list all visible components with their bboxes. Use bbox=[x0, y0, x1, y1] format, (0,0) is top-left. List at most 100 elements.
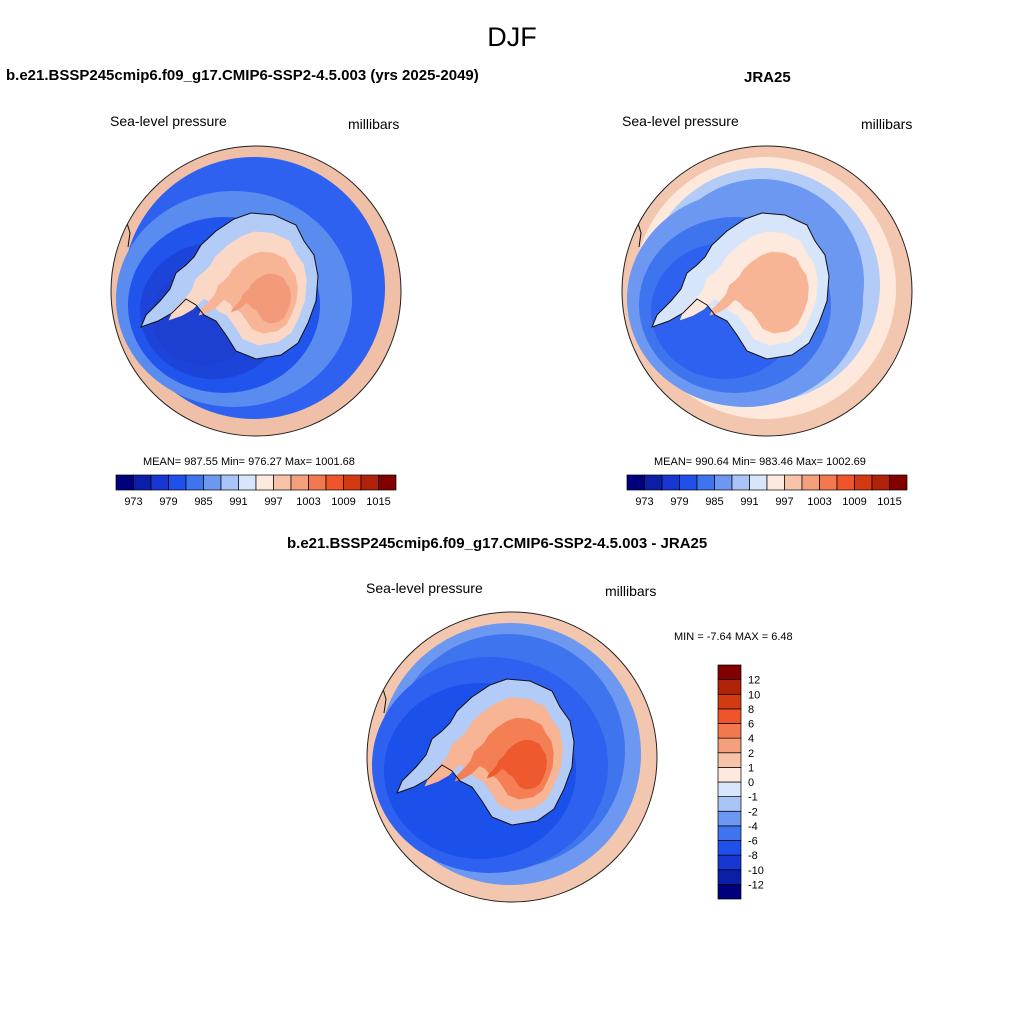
colorbar-swatch bbox=[696, 474, 715, 491]
panel3-title: b.e21.BSSP245cmip6.f09_g17.CMIP6-SSP2-4.… bbox=[287, 535, 708, 552]
colorbar-swatch bbox=[255, 474, 274, 491]
colorbar-swatch bbox=[238, 474, 257, 491]
colorbar-tick-label: 991 bbox=[229, 496, 247, 508]
colorbar-swatch bbox=[819, 474, 838, 491]
colorbar-swatch bbox=[115, 474, 134, 491]
colorbar-tick-label: -12 bbox=[748, 879, 764, 891]
panel3-stats: MIN = -7.64 MAX = 6.48 bbox=[674, 631, 793, 643]
colorbar-swatch bbox=[378, 474, 397, 491]
colorbar-swatch bbox=[836, 474, 855, 491]
colorbar-swatch bbox=[717, 781, 742, 797]
colorbar-tick-label: 997 bbox=[775, 496, 793, 508]
panel3-variable-label: Sea-level pressure bbox=[366, 580, 483, 596]
continent-contour bbox=[230, 273, 291, 324]
colorbar-tick-label: 979 bbox=[159, 496, 177, 508]
colorbar-tick-label: 10 bbox=[748, 689, 760, 701]
colorbar-swatch bbox=[644, 474, 663, 491]
panel1-stats: MEAN= 987.55 Min= 976.27 Max= 1001.68 bbox=[143, 456, 355, 468]
colorbar-swatch bbox=[185, 474, 204, 491]
panel2-stats: MEAN= 990.64 Min= 983.46 Max= 1002.69 bbox=[654, 456, 866, 468]
colorbar-swatch bbox=[784, 474, 803, 491]
panel2-colorbar: 973 979 985 991 997 1003 1009 1015 bbox=[626, 474, 908, 508]
colorbar-swatch bbox=[717, 840, 742, 856]
antarctica-coastline bbox=[396, 678, 575, 826]
panel2-polar-map bbox=[621, 145, 913, 437]
map-border bbox=[110, 145, 402, 437]
colorbar-tick-label: 973 bbox=[124, 496, 142, 508]
colorbar-tick-label: 1003 bbox=[807, 496, 831, 508]
colorbar-swatch bbox=[717, 810, 742, 827]
colorbar-swatch bbox=[308, 474, 327, 491]
colorbar-swatch bbox=[717, 737, 742, 754]
colorbar-swatch bbox=[133, 474, 152, 491]
panel1-title: b.e21.BSSP245cmip6.f09_g17.CMIP6-SSP2-4.… bbox=[6, 67, 479, 84]
colorbar-tick-label: -6 bbox=[748, 836, 758, 848]
colorbar-swatch bbox=[360, 474, 379, 491]
colorbar-swatch bbox=[717, 708, 742, 724]
panel1-variable-label: Sea-level pressure bbox=[110, 113, 227, 129]
colorbar-tick-label: 979 bbox=[670, 496, 688, 508]
colorbar-swatch bbox=[343, 474, 362, 491]
colorbar-tick-label: 1 bbox=[748, 762, 754, 774]
colorbar-swatch bbox=[626, 474, 645, 491]
colorbar-tick-label: -1 bbox=[748, 792, 758, 804]
colorbar-swatch bbox=[731, 474, 750, 491]
colorbar-tick-label: 2 bbox=[748, 748, 754, 760]
panel3-units-label: millibars bbox=[605, 583, 657, 599]
colorbar-tick-label: 1015 bbox=[877, 496, 901, 508]
antarctica-coastline bbox=[651, 212, 830, 360]
colorbar-swatch bbox=[717, 679, 742, 695]
colorbar-swatch bbox=[717, 752, 742, 768]
colorbar-tick-label: 1009 bbox=[331, 496, 355, 508]
colorbar-swatch bbox=[854, 474, 873, 491]
colorbar-tick-label: 1009 bbox=[842, 496, 866, 508]
colorbar-tick-label: -8 bbox=[748, 850, 758, 862]
map-border bbox=[621, 145, 913, 437]
colorbar-swatch bbox=[325, 474, 344, 491]
continent-contour bbox=[486, 739, 547, 790]
colorbar-tick-label: 973 bbox=[635, 496, 653, 508]
colorbar-swatch bbox=[714, 474, 733, 491]
colorbar-swatch bbox=[889, 474, 908, 491]
colorbar-swatch bbox=[717, 723, 742, 739]
colorbar-tick-label: 12 bbox=[748, 675, 760, 687]
colorbar-tick-label: -10 bbox=[748, 865, 764, 877]
panel1-polar-map bbox=[110, 145, 402, 437]
colorbar-swatch bbox=[220, 474, 239, 491]
figure-title: DJF bbox=[487, 22, 537, 52]
continent-contour bbox=[709, 251, 809, 334]
antarctica-coastline bbox=[140, 212, 319, 360]
colorbar-swatch bbox=[168, 474, 187, 491]
colorbar-swatch bbox=[717, 884, 742, 900]
colorbar-tick-label: 8 bbox=[748, 704, 754, 716]
panel1-colorbar: 973 979 985 991 997 1003 1009 1015 bbox=[115, 474, 397, 508]
colorbar-tick-label: -2 bbox=[748, 806, 758, 818]
colorbar-swatch bbox=[717, 869, 742, 885]
panel3-polar-map bbox=[366, 611, 658, 903]
colorbar-tick-label: 0 bbox=[748, 777, 754, 789]
colorbar-swatch bbox=[273, 474, 292, 491]
colorbar-swatch bbox=[203, 474, 222, 491]
colorbar-swatch bbox=[766, 474, 785, 491]
panel2-title: JRA25 bbox=[744, 69, 791, 86]
colorbar-tick-label: 1003 bbox=[296, 496, 320, 508]
colorbar-swatch bbox=[717, 664, 742, 680]
panel2-units-label: millibars bbox=[861, 116, 913, 132]
colorbar-swatch bbox=[717, 825, 742, 841]
colorbar-swatch bbox=[290, 474, 309, 491]
colorbar-swatch bbox=[717, 796, 742, 812]
colorbar-swatch bbox=[717, 854, 742, 871]
map-border bbox=[366, 611, 658, 903]
colorbar-tick-label: 985 bbox=[705, 496, 723, 508]
colorbar-swatch bbox=[801, 474, 820, 491]
colorbar-swatch bbox=[749, 474, 768, 491]
colorbar-tick-label: 4 bbox=[748, 733, 754, 745]
colorbar-tick-label: 1015 bbox=[366, 496, 390, 508]
colorbar-swatch bbox=[717, 693, 742, 710]
colorbar-swatch bbox=[661, 474, 680, 491]
colorbar-swatch bbox=[150, 474, 169, 491]
colorbar-swatch bbox=[679, 474, 698, 491]
colorbar-swatch bbox=[871, 474, 890, 491]
colorbar-tick-label: 6 bbox=[748, 719, 754, 731]
